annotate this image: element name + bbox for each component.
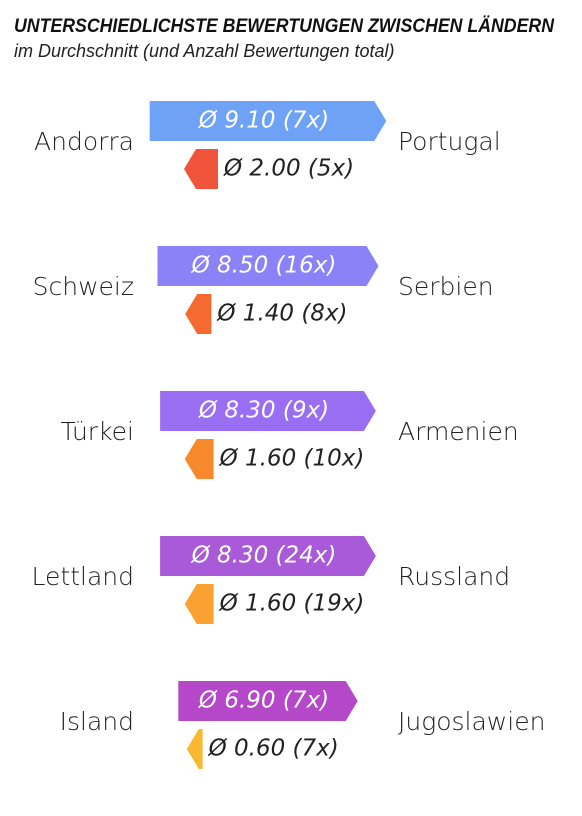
country-from: Schweiz	[33, 272, 134, 301]
country-to: Portugal	[398, 127, 501, 156]
country-to: Russland	[398, 562, 510, 591]
arrow-right	[160, 391, 376, 431]
arrow-left	[186, 729, 203, 769]
value-label: Ø 8.50 (16x)	[191, 253, 337, 279]
value-label: Ø 1.40 (8x)	[216, 301, 347, 327]
chart-title: UNTERSCHIEDLICHSTE BEWERTUNGEN ZWISCHEN …	[14, 16, 555, 37]
arrow-left	[184, 584, 214, 624]
value-label: Ø 2.00 (5x)	[223, 156, 354, 182]
country-to: Armenien	[398, 417, 519, 446]
value-label: Ø 1.60 (19x)	[219, 591, 365, 617]
arrow-left	[184, 149, 218, 189]
value-label: Ø 8.30 (9x)	[198, 398, 329, 424]
country-to: Serbien	[398, 272, 494, 301]
value-label: Ø 8.30 (24x)	[191, 543, 337, 569]
arrow-right	[160, 536, 376, 576]
value-label: Ø 1.60 (10x)	[219, 446, 365, 472]
arrow-right	[178, 681, 358, 721]
country-to: Jugoslawien	[398, 707, 545, 736]
country-from: Island	[60, 707, 134, 736]
value-label: Ø 6.90 (7x)	[198, 688, 329, 714]
arrow-right	[157, 246, 379, 286]
arrow-left	[184, 439, 214, 479]
arrow-right	[149, 101, 387, 141]
country-from: Lettland	[32, 562, 134, 591]
country-from: Türkei	[60, 417, 134, 446]
country-from: Andorra	[34, 127, 134, 156]
chart-subtitle: im Durchschnitt (und Anzahl Bewertungen …	[14, 41, 395, 61]
value-label: Ø 9.10 (7x)	[198, 108, 329, 134]
arrow-left	[185, 294, 212, 334]
value-label: Ø 0.60 (7x)	[208, 736, 339, 762]
